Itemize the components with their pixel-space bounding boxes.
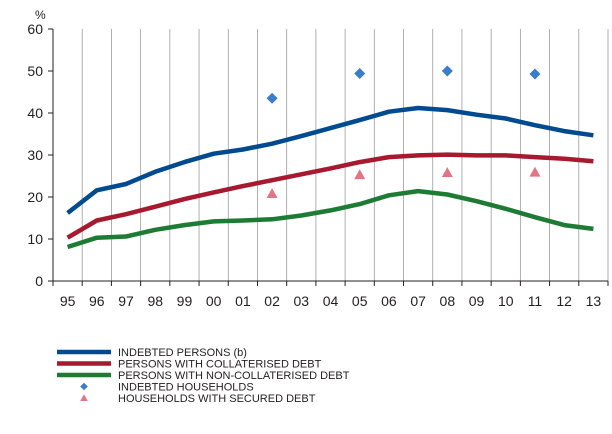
legend-label: PERSONS WITH NON-COLLATERISED DEBT	[118, 370, 350, 382]
y-tick-label: 40	[27, 105, 43, 121]
legend-label: PERSONS WITH COLLATERISED DEBT	[118, 359, 322, 371]
series	[66, 65, 594, 250]
household-marker	[266, 92, 278, 104]
x-tick-label: 96	[89, 293, 105, 309]
legend-label: HOUSEHOLDS WITH SECURED DEBT	[118, 393, 316, 405]
x-tick-label: 10	[498, 293, 514, 309]
y-unit-label: %	[35, 8, 46, 22]
secured-marker	[529, 166, 541, 177]
series-line-2	[66, 152, 594, 240]
x-tick-label: 95	[60, 293, 76, 309]
y-tick-label: 0	[35, 273, 43, 289]
y-tick-label: 50	[27, 63, 43, 79]
household-marker	[441, 65, 453, 77]
x-tick-label: 07	[410, 293, 426, 309]
axes: 0 10 20 30 40 50 60 95 96 97 98 99 00 01 02 03 04 05 06 07 0…	[27, 21, 609, 309]
y-tick-label: 60	[27, 21, 43, 37]
household-marker	[354, 68, 366, 80]
secured-marker	[441, 167, 453, 178]
legend-label: INDEBTED HOUSEHOLDS	[118, 382, 254, 394]
x-tick-label: 08	[440, 293, 456, 309]
x-tick-label: 12	[556, 293, 572, 309]
x-tick-label: 97	[118, 293, 134, 309]
x-tick-label: 04	[323, 293, 339, 309]
y-tick-label: 20	[27, 189, 43, 205]
x-tick-label: 09	[469, 293, 485, 309]
secured-marker	[266, 188, 278, 199]
x-tick-label: 00	[206, 293, 222, 309]
x-tick-label: 99	[177, 293, 193, 309]
legend: INDEBTED PERSONS (b)PERSONS WITH COLLATE…	[57, 347, 350, 405]
series-line-1	[66, 105, 594, 215]
x-tick-label: 13	[586, 293, 602, 309]
series-line-3	[66, 188, 594, 250]
household-marker	[529, 68, 541, 80]
y-tick-label: 30	[27, 147, 43, 163]
x-tick-label: 03	[294, 293, 310, 309]
x-tick-label: 11	[528, 293, 543, 309]
legend-swatch	[80, 382, 88, 391]
x-tick-label: 02	[264, 293, 280, 309]
x-tick-label: 05	[352, 293, 368, 309]
x-tick-label: 01	[235, 293, 251, 309]
y-tick-label: 10	[27, 231, 43, 247]
secured-marker	[354, 169, 366, 180]
x-tick-label: 06	[381, 293, 397, 309]
x-tick-label: 98	[147, 293, 163, 309]
legend-swatch	[80, 394, 88, 402]
legend-label: INDEBTED PERSONS (b)	[118, 347, 247, 359]
